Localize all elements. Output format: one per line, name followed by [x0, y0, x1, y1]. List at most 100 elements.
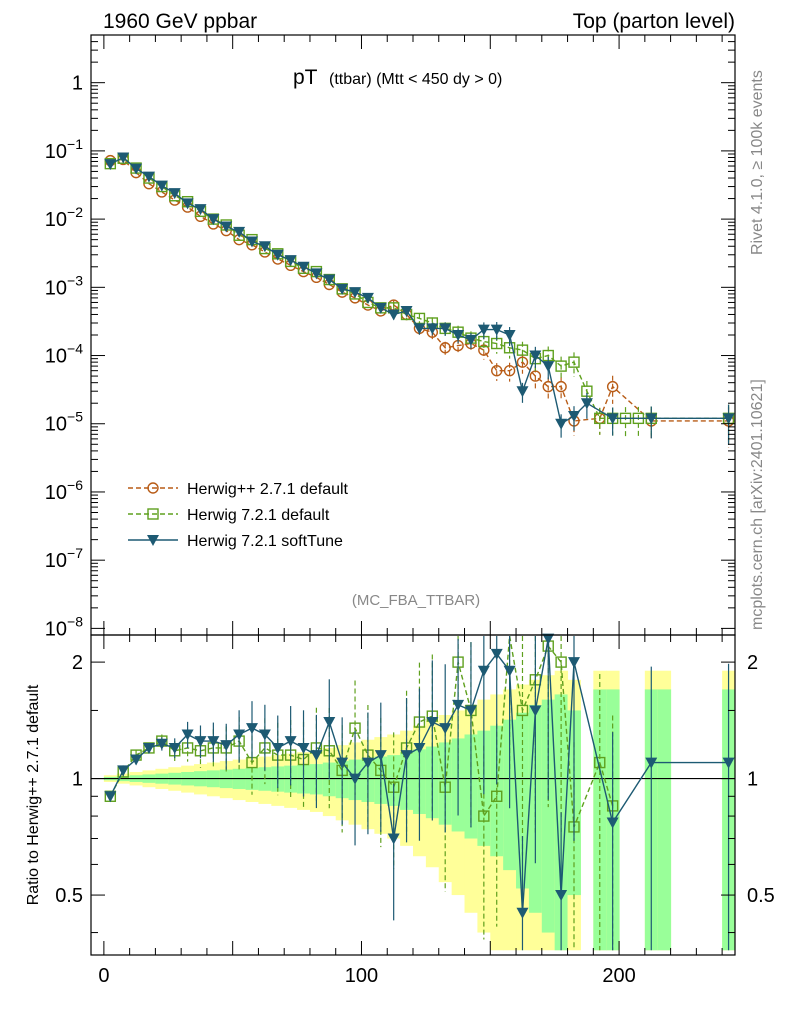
ratio-ytick-label: 1 — [72, 769, 83, 791]
main-marker-2 — [464, 334, 477, 346]
main-ytick-label: 10−2 — [45, 204, 83, 231]
main-ytick-label: 1 — [72, 73, 83, 95]
main-marker-2 — [297, 261, 310, 273]
main-title: pT (ttbar) (Mtt < 450 dy > 0) — [293, 66, 502, 89]
ratio-marker-1 — [529, 705, 542, 717]
main-marker-1 — [555, 360, 567, 372]
main-marker-2 — [194, 204, 207, 216]
main-marker-2 — [529, 350, 542, 362]
ratio-marker-1 — [516, 907, 529, 919]
main-marker-1 — [568, 356, 580, 368]
ratio-ytick-label: 0.5 — [55, 885, 83, 907]
ratio-axis-ticks: 0.5 0.5 1 1 2 2 0 100 200 — [55, 635, 775, 987]
main-ytick-label: 10−8 — [45, 613, 83, 640]
main-marker-2 — [722, 413, 735, 425]
ratio-ytick-label-right: 2 — [747, 652, 758, 674]
legend-marker — [147, 482, 159, 494]
ratio-xtick-label: 0 — [98, 965, 109, 987]
main-ytick-base: 10 — [45, 618, 67, 640]
main-ytick-exponent: −6 — [67, 477, 83, 493]
ratio-ytick-label-right: 0.5 — [747, 885, 775, 907]
main-marker-2 — [130, 163, 143, 175]
main-ytick-base: 10 — [45, 209, 67, 231]
main-marker-2 — [258, 241, 271, 253]
main-marker-1 — [594, 412, 606, 425]
main-ytick-exponent: −3 — [67, 272, 83, 288]
main-marker-2 — [246, 236, 258, 248]
main-ytick-base: 1 — [72, 73, 83, 95]
ratio-ytick-label: 2 — [72, 652, 83, 674]
ratio-marker-1 — [181, 729, 194, 741]
main-marker-1 — [516, 344, 529, 356]
main-ytick-label: 10−7 — [45, 545, 83, 572]
main-ytick-label: 10−1 — [45, 136, 83, 163]
main-marker-2 — [503, 330, 516, 341]
main-ytick-base: 10 — [45, 550, 67, 572]
main-marker-0 — [491, 364, 503, 377]
main-marker-2 — [155, 180, 168, 192]
ratio-marker-1 — [323, 717, 336, 729]
main-marker-2 — [400, 305, 413, 317]
ratio-series-line-1 — [109, 638, 729, 913]
header-right: Top (parton level) — [573, 10, 735, 33]
main-marker-2 — [387, 309, 400, 321]
main-marker-2 — [490, 324, 503, 336]
main-ytick-label: 10−5 — [45, 409, 83, 436]
ratio-marker-1 — [207, 736, 220, 748]
main-marker-2 — [555, 418, 568, 430]
ratio-marker-0 — [516, 704, 529, 717]
main-ytick-exponent: −5 — [67, 409, 83, 425]
ratio-marker-1 — [271, 742, 284, 754]
main-marker-2 — [568, 410, 580, 422]
ratio-marker-1 — [233, 729, 246, 741]
main-marker-0 — [606, 380, 619, 393]
ratio-xtick-label: 200 — [602, 965, 635, 987]
main-ytick-exponent: −2 — [67, 204, 83, 220]
main-marker-0 — [529, 370, 542, 382]
main-marker-2 — [220, 221, 233, 233]
main-marker-2 — [606, 413, 619, 425]
ratio-marker-1 — [426, 717, 439, 729]
legend-label: Herwig 7.2.1 softTune — [187, 533, 343, 550]
ratio-marker-0 — [555, 656, 567, 668]
main-axis-ticks: 110−110−210−310−410−510−610−710−8 — [45, 35, 735, 640]
ratio-marker-1 — [246, 723, 258, 735]
main-marker-2 — [310, 268, 323, 280]
ratio-marker-0 — [491, 790, 503, 802]
main-ytick-base: 10 — [45, 346, 67, 368]
ratio-marker-1 — [555, 890, 568, 902]
ratio-marker-1 — [258, 729, 271, 741]
legend-label: Herwig 7.2.1 default — [187, 507, 330, 524]
ratio-marker-1 — [194, 736, 207, 748]
legend-marker — [147, 535, 159, 546]
ratio-panel: 0.5 0.5 1 1 2 2 0 100 200 Ratio to Herwig++ 2.7.… — [25, 633, 775, 987]
main-marker-2 — [104, 159, 117, 171]
main-marker-0 — [503, 364, 516, 377]
main-panel: 110−110−210−310−410−510−610−710−8 pT (tt… — [45, 34, 736, 640]
main-marker-2 — [117, 152, 130, 164]
main-marker-2 — [439, 323, 452, 335]
ratio-band-green — [541, 699, 556, 933]
main-marker-2 — [361, 292, 374, 304]
ratio-marker-1 — [606, 817, 619, 829]
main-ytick-base: 10 — [45, 277, 67, 299]
main-series-line-2 — [109, 156, 729, 425]
main-marker-2 — [271, 249, 284, 261]
main-ytick-exponent: −1 — [67, 136, 83, 152]
ratio-marker-1 — [168, 742, 181, 754]
side-label-bottom: mcplots.cern.ch [arXiv:2401.10621] — [749, 379, 766, 630]
main-ytick-exponent: −8 — [67, 613, 83, 629]
header-left: 1960 GeV ppbar — [103, 10, 257, 33]
main-ytick-label: 10−4 — [45, 341, 83, 368]
main-marker-2 — [452, 330, 465, 341]
main-series-line-1 — [110, 157, 729, 419]
ratio-ytick-label-right: 1 — [747, 769, 758, 791]
legend-label: Herwig++ 2.7.1 default — [187, 481, 349, 498]
ratio-marker-1 — [439, 723, 452, 735]
ratio-marker-0 — [478, 810, 490, 822]
ratio-marker-1 — [503, 665, 516, 677]
main-ytick-base: 10 — [45, 141, 67, 163]
ratio-marker-1 — [645, 757, 658, 769]
ratio-marker-1 — [387, 833, 400, 845]
